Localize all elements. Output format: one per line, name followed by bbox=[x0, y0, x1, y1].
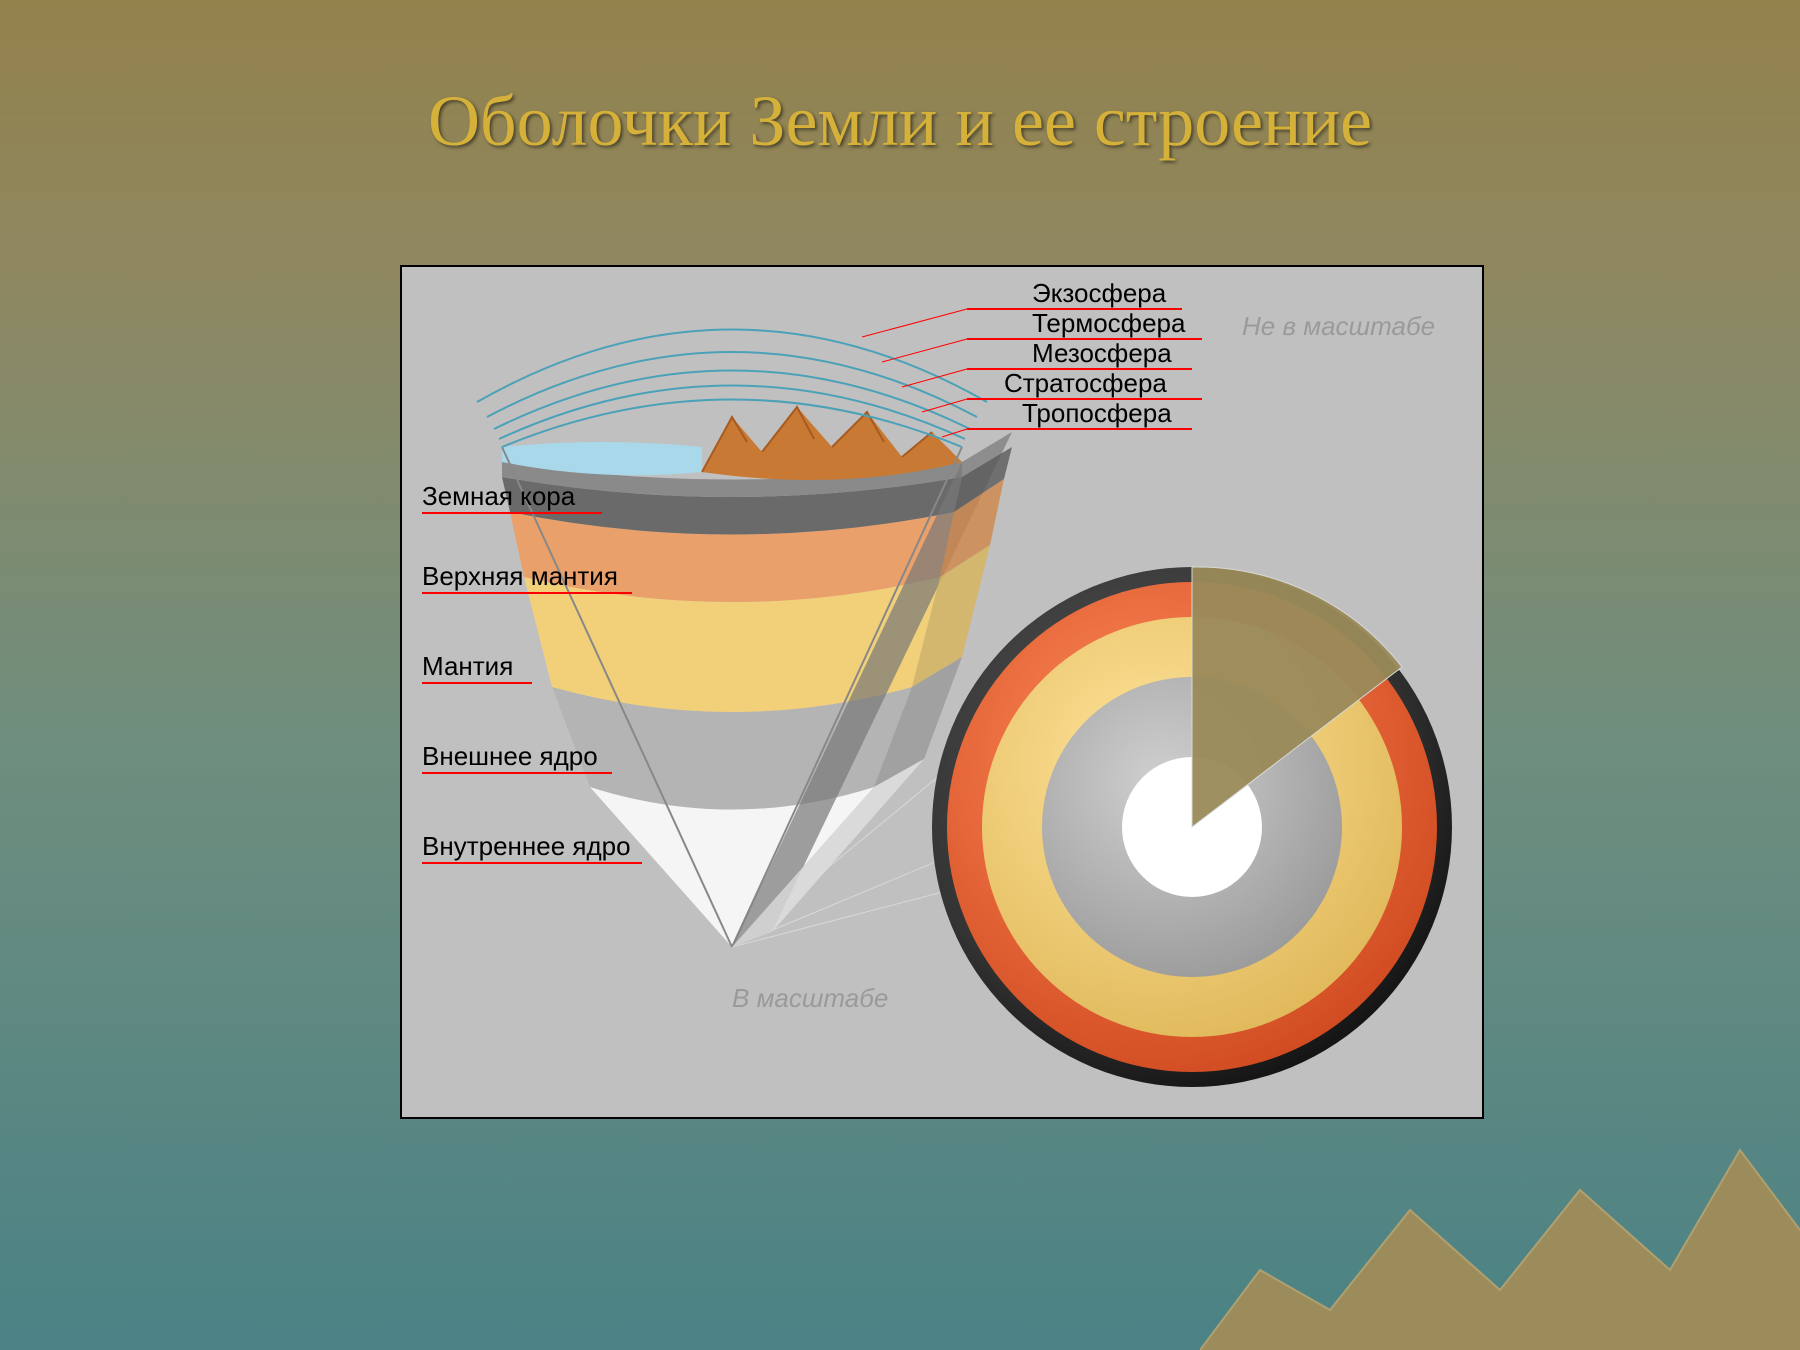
label-exosphere: Экзосфера bbox=[1032, 278, 1167, 308]
note-to-scale: В масштабе bbox=[732, 983, 888, 1013]
decoration-mountains bbox=[1200, 1090, 1800, 1350]
label-upper-mantle: Верхняя мантия bbox=[422, 561, 618, 591]
label-mesosphere: Мезосфера bbox=[1032, 338, 1172, 368]
label-troposphere: Тропосфера bbox=[1022, 398, 1172, 428]
mountains bbox=[702, 407, 962, 480]
globe-cross-section bbox=[932, 567, 1452, 1087]
label-crust: Земная кора bbox=[422, 481, 576, 511]
note-not-to-scale: Не в масштабе bbox=[1242, 311, 1435, 341]
label-thermosphere: Термосфера bbox=[1032, 308, 1186, 338]
label-mantle: Мантия bbox=[422, 651, 513, 681]
atmosphere-labels: Экзосфера Термосфера Мезосфера Стратосфе… bbox=[862, 278, 1202, 437]
diagram-canvas: Земная кора Верхняя мантия Мантия Внешне… bbox=[400, 265, 1484, 1119]
label-inner-core: Внутреннее ядро bbox=[422, 831, 631, 861]
earth-structure-diagram: Земная кора Верхняя мантия Мантия Внешне… bbox=[402, 267, 1482, 1117]
label-outer-core: Внешнее ядро bbox=[422, 741, 598, 771]
label-stratosphere: Стратосфера bbox=[1004, 368, 1167, 398]
page-title: Оболочки Земли и ее строение bbox=[0, 80, 1800, 163]
